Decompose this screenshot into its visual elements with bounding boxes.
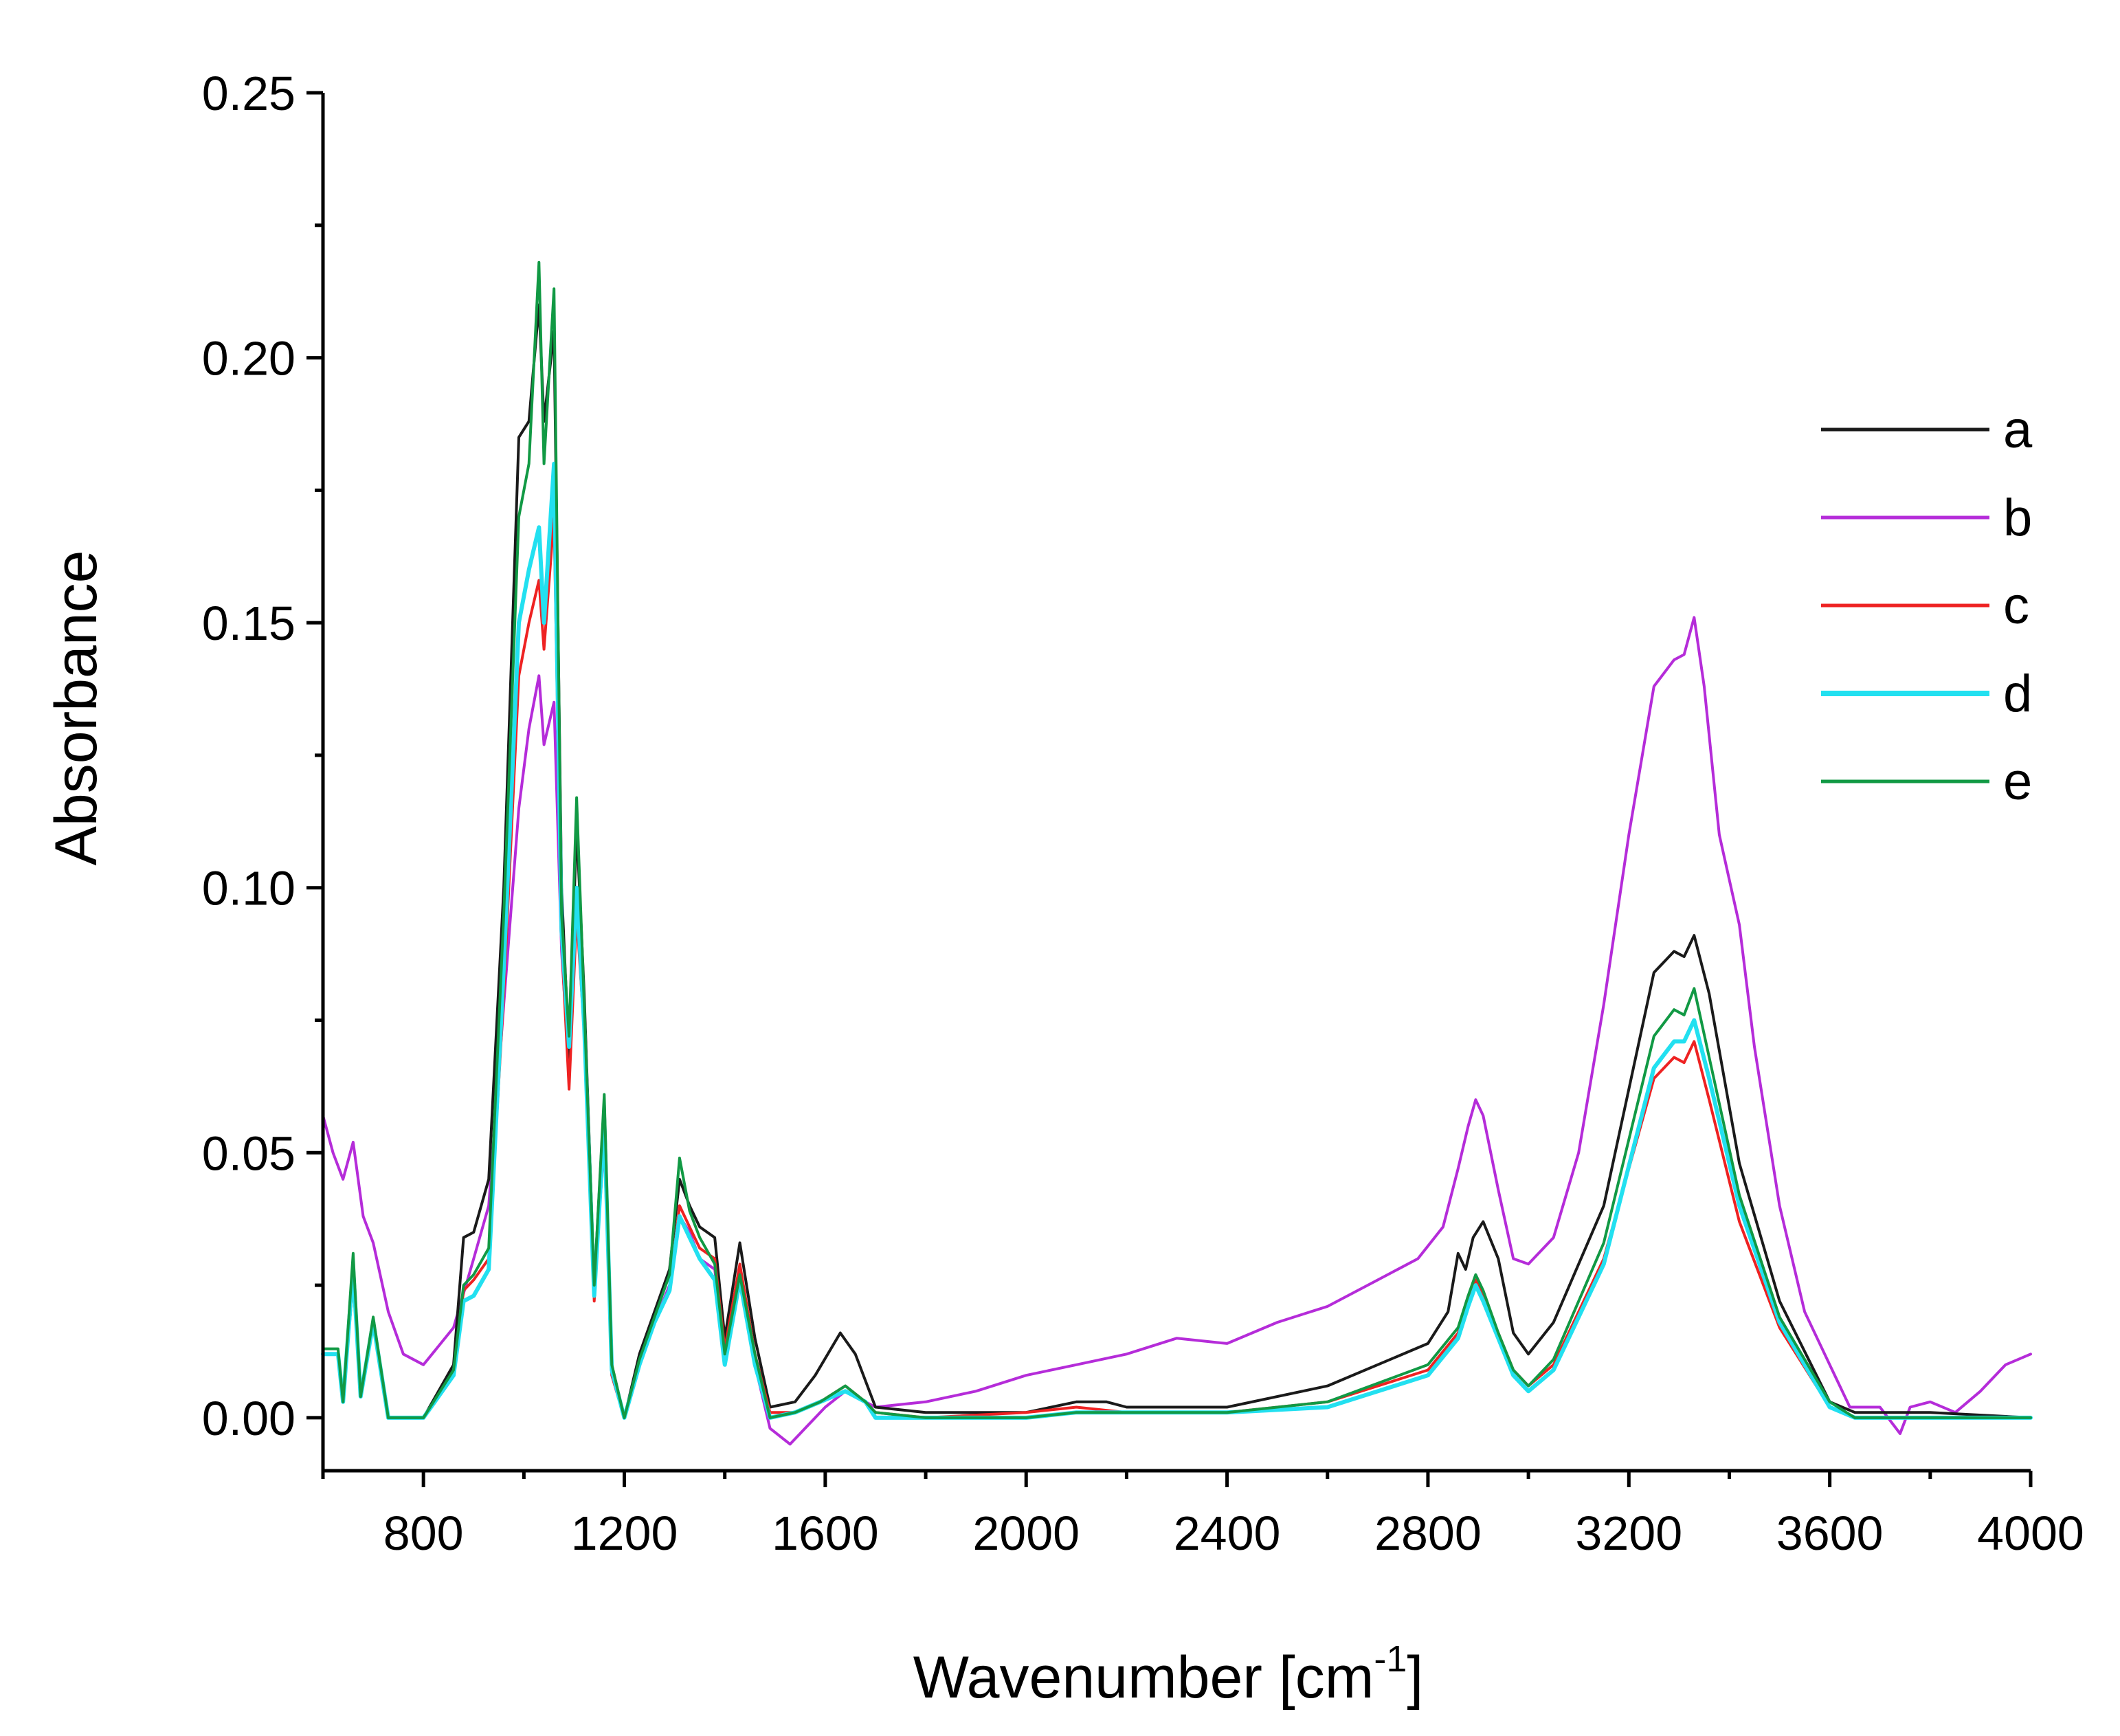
x-axis-ticks: 800 1200 1600 2000 2400 2800 3200 3600 4000 [321, 1471, 2084, 1560]
x-tick-label: 2400 [1174, 1506, 1281, 1560]
legend-label-b: b [2003, 489, 2032, 547]
y-tick-label: 0.00 [202, 1392, 295, 1445]
y-tick-label: 0.05 [202, 1126, 295, 1180]
x-tick-label: 3600 [1776, 1506, 1884, 1560]
y-tick-label: 0.15 [202, 597, 295, 650]
x-axis-title-close: ] [1407, 1645, 1423, 1711]
x-axis-title-superscript: -1 [1374, 1638, 1407, 1680]
y-axis-ticks: 0.00 0.05 0.10 0.15 0.20 0.25 [202, 67, 323, 1445]
series-line-e [322, 260, 2032, 1419]
x-tick-label: 2000 [972, 1506, 1080, 1560]
x-tick-label: 3200 [1575, 1506, 1682, 1560]
y-axis-title: Absorbance [43, 550, 109, 866]
y-tick-label: 0.10 [202, 862, 295, 915]
series-group [321, 260, 2033, 1446]
x-axis-title: Wavenumber [cm-1] [913, 1638, 1424, 1711]
x-tick-label: 2800 [1374, 1506, 1482, 1560]
series-line-b [322, 616, 2032, 1446]
legend-label-a: a [2003, 401, 2033, 459]
series-line-a [322, 303, 2032, 1419]
legend-label-d: d [2003, 665, 2032, 723]
y-tick-label: 0.25 [202, 67, 295, 120]
y-tick-label: 0.20 [202, 332, 295, 386]
x-tick-label: 4000 [1977, 1506, 2084, 1560]
x-axis-title-main: Wavenumber [cm [913, 1645, 1374, 1711]
x-tick-label: 1200 [571, 1506, 678, 1560]
x-tick-label: 800 [383, 1506, 464, 1560]
legend-label-e: e [2003, 753, 2032, 811]
x-tick-label: 1600 [772, 1506, 879, 1560]
legend-label-c: c [2003, 577, 2029, 635]
